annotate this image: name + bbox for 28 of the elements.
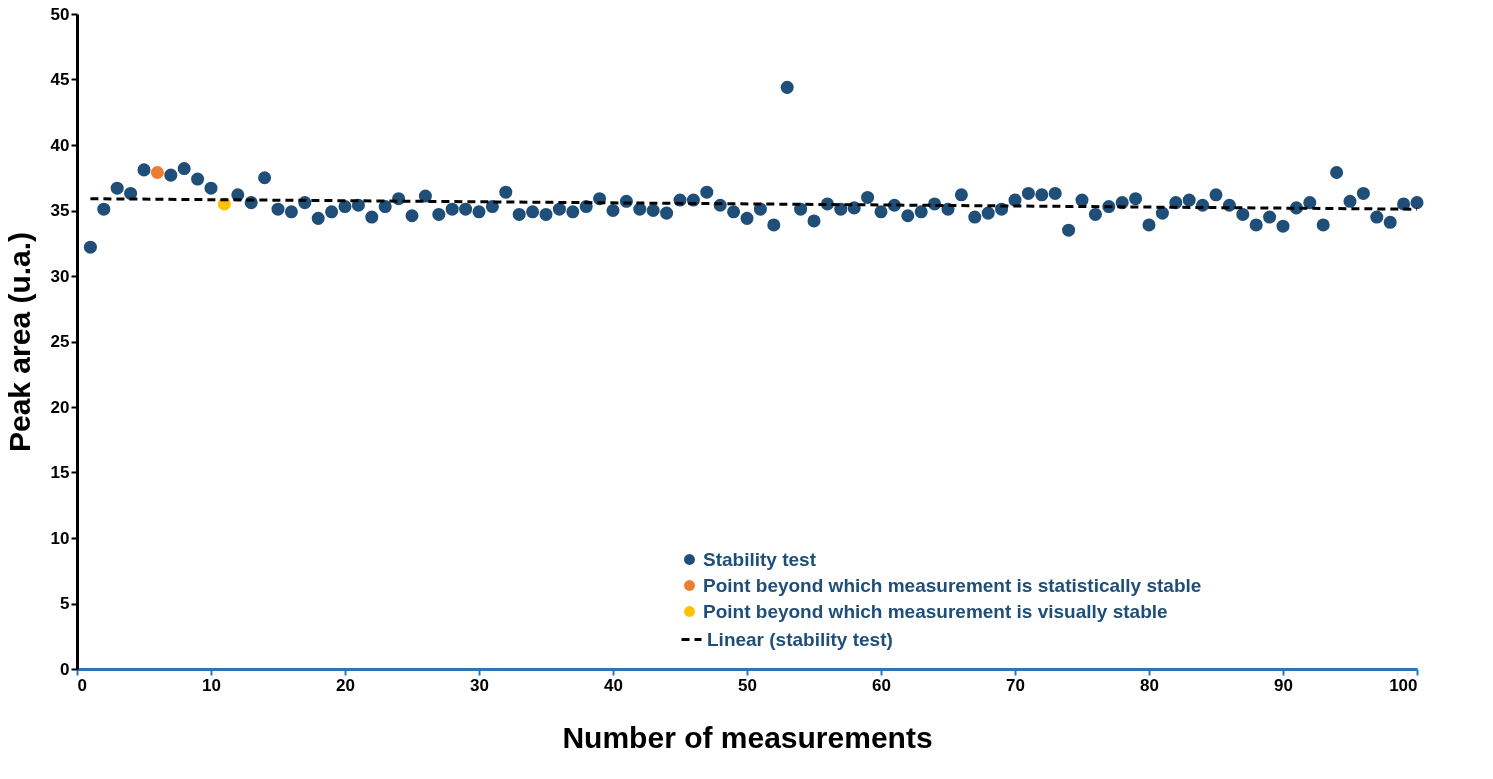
- y-tick-label: 20: [50, 397, 70, 417]
- legend-label: Stability test: [703, 548, 817, 570]
- legend-label: Point beyond which measurement is visually stable: [703, 600, 1168, 622]
- x-tick-label: 30: [470, 675, 489, 695]
- y-tick-label: 30: [50, 266, 70, 286]
- x-tick-label: 20: [336, 675, 355, 695]
- y-tick-label: 50: [50, 4, 70, 24]
- y-tick-label: 25: [50, 332, 70, 351]
- y-tick-label: 10: [50, 528, 70, 548]
- x-tick-label: 70: [1006, 675, 1025, 695]
- x-tick-label: 60: [872, 675, 891, 695]
- y-axis-title: Peak area (u.a.): [2, 231, 36, 453]
- x-tick-label: 100: [1389, 675, 1418, 695]
- x-tick-label: 40: [604, 675, 623, 695]
- x-tick-label: 90: [1274, 675, 1293, 695]
- y-tick-label: 5: [60, 594, 70, 613]
- x-tick-label: 80: [1140, 675, 1159, 695]
- legend-label: Point beyond which measurement is statistically stable: [703, 574, 1202, 596]
- y-tick-label: 35: [50, 201, 70, 220]
- x-axis-title: Number of measurements: [562, 720, 933, 754]
- x-tick-label: 50: [738, 675, 757, 695]
- x-tick-label: 10: [202, 675, 221, 695]
- y-tick-label: 15: [50, 463, 70, 482]
- legend-label: Linear (stability test): [707, 628, 893, 650]
- y-tick-label: 45: [50, 70, 70, 89]
- x-tick-label: 0: [77, 675, 87, 695]
- y-tick-label: 0: [60, 659, 70, 679]
- y-tick-label: 40: [50, 135, 70, 155]
